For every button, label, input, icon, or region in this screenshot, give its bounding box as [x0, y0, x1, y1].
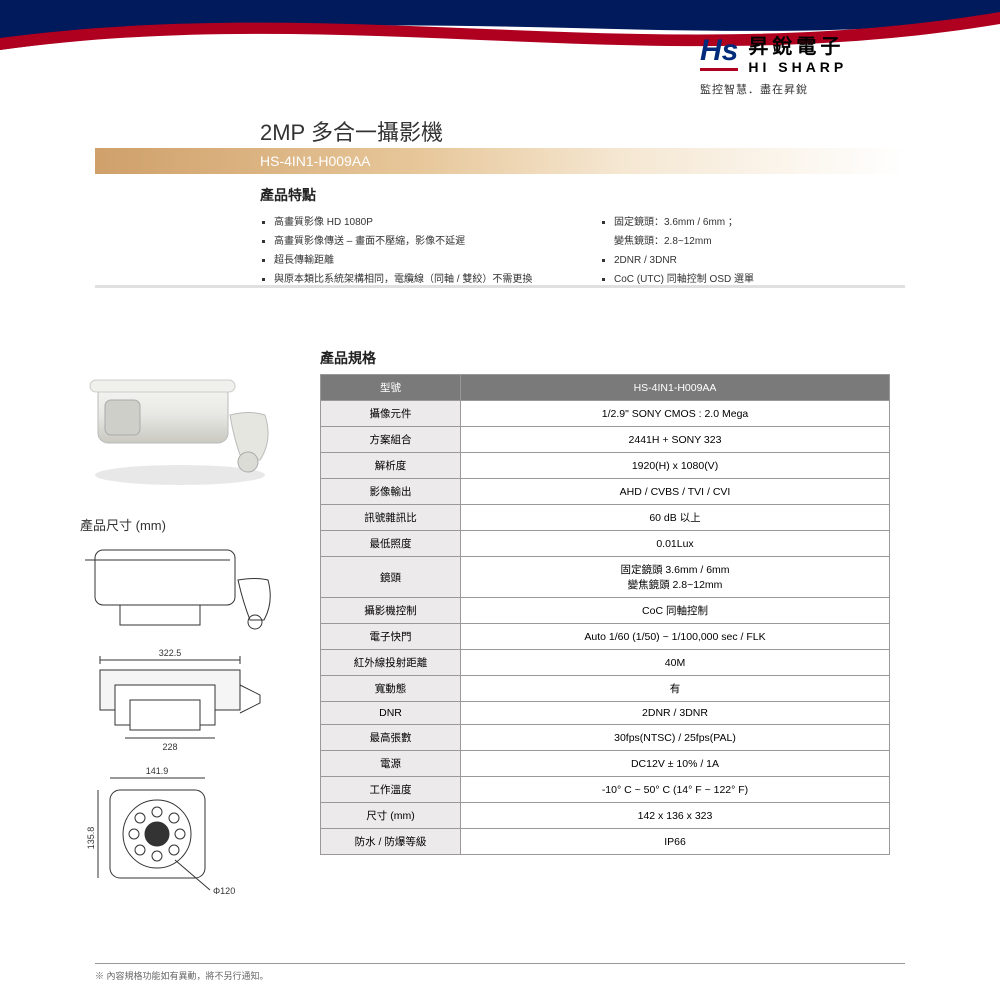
brand-name-cn: 昇銳電子	[748, 30, 847, 59]
specs-section: 產品規格 型號 HS-4IN1-H009AA 攝像元件1/2.9" SONY C…	[320, 348, 890, 855]
specs-header-row: 型號 HS-4IN1-H009AA	[321, 375, 890, 401]
specs-row: DNR2DNR / 3DNR	[321, 702, 890, 725]
dimensions-title: 產品尺寸 (mm)	[80, 515, 166, 534]
dim-mid-width: 228	[162, 742, 177, 752]
specs-row: 鏡頭固定鏡頭 3.6mm / 6mm變焦鏡頭 2.8~12mm	[321, 557, 890, 598]
specs-header-value: HS-4IN1-H009AA	[461, 375, 890, 401]
specs-row-label: 影像輸出	[321, 479, 461, 505]
model-number: HS-4IN1-H009AA	[260, 153, 371, 169]
product-image	[80, 360, 285, 490]
specs-row: 工作溫度-10° C ~ 50° C (14° F ~ 122° F)	[321, 777, 890, 803]
specs-row: 解析度1920(H) x 1080(V)	[321, 453, 890, 479]
specs-row-value: 1920(H) x 1080(V)	[461, 453, 890, 479]
specs-row-value: 1/2.9" SONY CMOS : 2.0 Mega	[461, 401, 890, 427]
specs-row: 紅外線投射距離40M	[321, 650, 890, 676]
dim-front-w: 141.9	[146, 766, 169, 776]
specs-row-label: 解析度	[321, 453, 461, 479]
specs-row-label: 工作溫度	[321, 777, 461, 803]
specs-row: 最高張數30fps(NTSC) / 25fps(PAL)	[321, 725, 890, 751]
specs-row-label: 方案組合	[321, 427, 461, 453]
specs-row: 攝像元件1/2.9" SONY CMOS : 2.0 Mega	[321, 401, 890, 427]
dim-top-length: 322.5	[159, 648, 182, 658]
specs-row-label: 攝影機控制	[321, 598, 461, 624]
specs-row: 訊號雜訊比60 dB 以上	[321, 505, 890, 531]
feature-item: 2DNR / 3DNR	[614, 251, 900, 270]
specs-row-value: 有	[461, 676, 890, 702]
specs-row: 防水 / 防爆等級IP66	[321, 829, 890, 855]
specs-row: 攝影機控制CoC 同軸控制	[321, 598, 890, 624]
dim-front-h: 135.8	[86, 827, 96, 850]
dimensions-drawing: 322.5 228 141.9 135.8 Φ120	[80, 540, 280, 910]
feature-item: 高畫質影像傳送 – 畫面不壓縮，影像不延遲	[274, 232, 560, 251]
footer-divider	[95, 963, 905, 964]
brand-symbol: Hs	[700, 34, 738, 71]
specs-header-label: 型號	[321, 375, 461, 401]
specs-row-label: 紅外線投射距離	[321, 650, 461, 676]
feature-item: 固定鏡頭：3.6mm / 6mm ；變焦鏡頭：2.8~12mm	[614, 213, 900, 251]
product-title: 2MP 多合一攝影機	[260, 115, 443, 147]
specs-row-value: 60 dB 以上	[461, 505, 890, 531]
specs-table: 型號 HS-4IN1-H009AA 攝像元件1/2.9" SONY CMOS :…	[320, 374, 890, 855]
brand-tagline: 監控智慧．盡在昇銳	[700, 81, 960, 97]
specs-row: 影像輸出AHD / CVBS / TVI / CVI	[321, 479, 890, 505]
specs-row-value: DC12V ± 10% / 1A	[461, 751, 890, 777]
feature-item: 高畫質影像 HD 1080P	[274, 213, 560, 232]
specs-row-value: 2441H + SONY 323	[461, 427, 890, 453]
specs-row-value: 0.01Lux	[461, 531, 890, 557]
specs-row-value: 固定鏡頭 3.6mm / 6mm變焦鏡頭 2.8~12mm	[461, 557, 890, 598]
specs-row-value: 40M	[461, 650, 890, 676]
specs-row-value: 2DNR / 3DNR	[461, 702, 890, 725]
brand-block: Hs 昇銳電子 HI SHARP 監控智慧．盡在昇銳	[700, 30, 960, 97]
specs-row-label: 鏡頭	[321, 557, 461, 598]
model-band: HS-4IN1-H009AA	[95, 148, 905, 174]
features-left-list: 高畫質影像 HD 1080P高畫質影像傳送 – 畫面不壓縮，影像不延遲超長傳輸距…	[260, 213, 560, 289]
features-right-list: 固定鏡頭：3.6mm / 6mm ；變焦鏡頭：2.8~12mm2DNR / 3D…	[600, 213, 900, 289]
specs-title: 產品規格	[320, 348, 890, 368]
specs-row: 電子快門Auto 1/60 (1/50) ~ 1/100,000 sec / F…	[321, 624, 890, 650]
specs-row-value: 142 x 136 x 323	[461, 803, 890, 829]
specs-row: 最低照度0.01Lux	[321, 531, 890, 557]
specs-row-label: 寬動態	[321, 676, 461, 702]
product-title-block: 2MP 多合一攝影機	[260, 115, 443, 147]
specs-row-label: 攝像元件	[321, 401, 461, 427]
specs-row-value: -10° C ~ 50° C (14° F ~ 122° F)	[461, 777, 890, 803]
specs-row-label: 最高張數	[321, 725, 461, 751]
brand-name-en: HI SHARP	[748, 59, 847, 75]
specs-row-label: 尺寸 (mm)	[321, 803, 461, 829]
specs-row-label: 電子快門	[321, 624, 461, 650]
feature-item: 超長傳輸距離	[274, 251, 560, 270]
specs-row: 尺寸 (mm)142 x 136 x 323	[321, 803, 890, 829]
footnote: ※ 內容規格功能如有異動，將不另行通知。	[95, 969, 269, 982]
section-divider	[95, 285, 905, 288]
features-title: 產品特點	[260, 185, 900, 205]
specs-row-value: AHD / CVBS / TVI / CVI	[461, 479, 890, 505]
specs-row-label: 訊號雜訊比	[321, 505, 461, 531]
specs-row-value: IP66	[461, 829, 890, 855]
specs-row: 寬動態有	[321, 676, 890, 702]
specs-row-value: Auto 1/60 (1/50) ~ 1/100,000 sec / FLK	[461, 624, 890, 650]
specs-row-value: CoC 同軸控制	[461, 598, 890, 624]
specs-row: 方案組合2441H + SONY 323	[321, 427, 890, 453]
specs-row-label: 防水 / 防爆等級	[321, 829, 461, 855]
specs-row: 電源DC12V ± 10% / 1A	[321, 751, 890, 777]
specs-row-label: DNR	[321, 702, 461, 725]
dim-front-dia: Φ120	[213, 886, 235, 896]
specs-row-value: 30fps(NTSC) / 25fps(PAL)	[461, 725, 890, 751]
specs-row-label: 電源	[321, 751, 461, 777]
features-section: 產品特點 高畫質影像 HD 1080P高畫質影像傳送 – 畫面不壓縮，影像不延遲…	[260, 185, 900, 289]
specs-row-label: 最低照度	[321, 531, 461, 557]
